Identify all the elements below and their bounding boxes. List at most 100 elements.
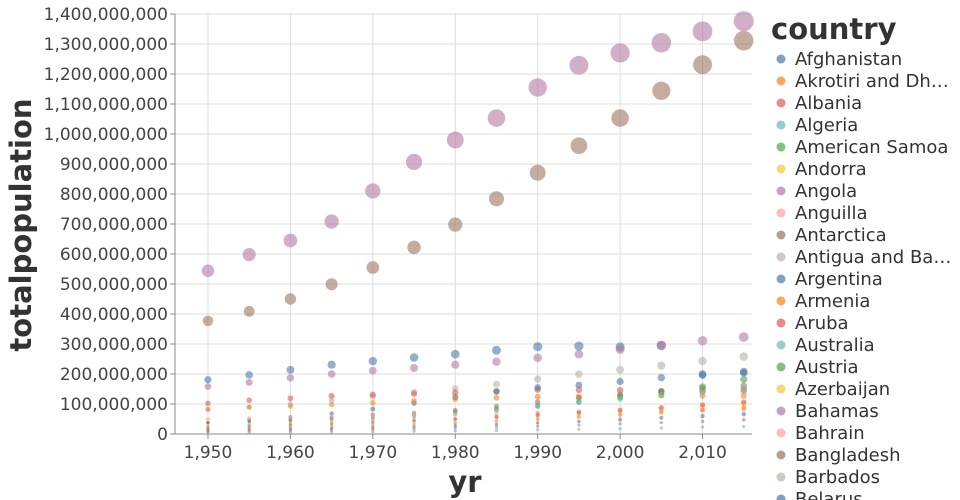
data-point bbox=[371, 430, 374, 433]
data-point bbox=[534, 384, 541, 391]
data-point bbox=[529, 78, 547, 96]
data-point bbox=[411, 391, 417, 397]
data-point bbox=[371, 421, 374, 424]
y-tick-label: 0 bbox=[157, 425, 168, 445]
data-point bbox=[577, 420, 581, 424]
data-point bbox=[574, 341, 583, 350]
data-point bbox=[204, 376, 211, 383]
data-point bbox=[492, 358, 500, 366]
data-point bbox=[619, 422, 622, 425]
data-point bbox=[652, 82, 670, 100]
legend-symbol bbox=[777, 77, 786, 86]
data-point bbox=[329, 393, 335, 399]
data-point bbox=[693, 55, 712, 74]
legend-label: Argentina bbox=[795, 269, 883, 290]
data-point bbox=[284, 234, 298, 248]
legend-label: Akrotiri and Dh… bbox=[795, 71, 949, 92]
data-point bbox=[203, 316, 213, 326]
x-tick-label: 2,010 bbox=[678, 443, 727, 463]
legend-symbol bbox=[777, 429, 786, 438]
data-point bbox=[575, 371, 583, 379]
legend-label: Bangladesh bbox=[795, 445, 901, 466]
x-axis-ticks: 1,950 1,960 1,970 1,980 1,990 2,000 2,010 bbox=[184, 434, 727, 463]
data-point bbox=[246, 379, 253, 386]
legend-label: Angola bbox=[795, 181, 857, 202]
legend-label: Bahrain bbox=[795, 423, 865, 444]
data-point bbox=[652, 33, 671, 52]
data-point bbox=[619, 427, 622, 430]
data-point bbox=[412, 413, 416, 417]
data-point bbox=[488, 109, 506, 127]
legend-symbol bbox=[777, 341, 786, 350]
gridlines bbox=[175, 14, 752, 434]
data-point bbox=[577, 423, 580, 426]
legend-symbol bbox=[777, 209, 786, 218]
data-point bbox=[206, 417, 210, 421]
data-point bbox=[698, 336, 708, 346]
data-point bbox=[411, 398, 417, 404]
data-point bbox=[285, 293, 296, 304]
y-tick-label: 1,200,000,000 bbox=[44, 65, 168, 85]
data-point bbox=[370, 400, 376, 406]
data-point bbox=[535, 404, 540, 409]
data-point bbox=[247, 405, 252, 410]
y-tick-label: 1,400,000,000 bbox=[44, 5, 168, 25]
data-point bbox=[742, 418, 746, 422]
legend-label: Antarctica bbox=[795, 225, 887, 246]
data-point bbox=[577, 428, 580, 431]
data-point bbox=[287, 395, 293, 401]
data-point bbox=[530, 165, 546, 181]
data-point bbox=[660, 421, 663, 424]
data-point bbox=[575, 350, 584, 359]
legend: country AfghanistanAkrotiri and Dh…Alban… bbox=[771, 12, 951, 500]
data-point bbox=[370, 392, 376, 398]
data-point bbox=[406, 154, 422, 170]
data-point bbox=[658, 392, 664, 398]
legend-label: Azerbaijan bbox=[795, 379, 890, 400]
data-point bbox=[533, 342, 542, 351]
x-tick-label: 2,000 bbox=[596, 443, 645, 463]
data-point bbox=[330, 414, 334, 418]
data-point bbox=[453, 417, 457, 421]
data-point bbox=[330, 422, 333, 425]
data-point bbox=[618, 408, 623, 413]
data-point bbox=[288, 404, 293, 409]
x-tick-label: 1,980 bbox=[431, 443, 480, 463]
data-point bbox=[248, 431, 251, 434]
data-point bbox=[369, 367, 377, 375]
legend-symbol bbox=[777, 451, 786, 460]
legend-label: Antigua and Ba… bbox=[795, 247, 951, 268]
data-point bbox=[205, 401, 210, 406]
data-point bbox=[536, 428, 539, 431]
y-axis-title: totalpopulation bbox=[4, 98, 38, 351]
data-point bbox=[448, 217, 462, 231]
data-point bbox=[701, 426, 704, 429]
data-point bbox=[494, 395, 500, 401]
data-point bbox=[740, 369, 748, 377]
y-tick-label: 500,000,000 bbox=[60, 275, 168, 295]
data-point bbox=[660, 426, 663, 429]
y-tick-label: 200,000,000 bbox=[60, 365, 168, 385]
data-point bbox=[245, 371, 253, 379]
data-point bbox=[495, 419, 499, 423]
data-point bbox=[326, 278, 338, 290]
data-point bbox=[618, 418, 622, 422]
y-tick-label: 900,000,000 bbox=[60, 155, 168, 175]
data-point bbox=[657, 362, 665, 370]
data-point bbox=[576, 399, 582, 405]
data-point bbox=[288, 416, 292, 420]
legend-symbol bbox=[777, 363, 786, 372]
legend-label: Belarus bbox=[795, 489, 863, 500]
data-point bbox=[493, 381, 500, 388]
legend-symbol bbox=[777, 165, 786, 174]
data-point bbox=[611, 43, 630, 62]
y-axis-ticks: 0 100,000,000 200,000,000 300,000,000 400,00… bbox=[44, 5, 175, 445]
legend-symbol bbox=[777, 253, 786, 262]
data-point bbox=[286, 366, 294, 374]
data-point bbox=[370, 407, 375, 412]
data-point bbox=[659, 405, 664, 410]
legend-symbol bbox=[777, 495, 786, 500]
legend-label: Austria bbox=[795, 357, 859, 378]
data-point bbox=[742, 425, 745, 428]
